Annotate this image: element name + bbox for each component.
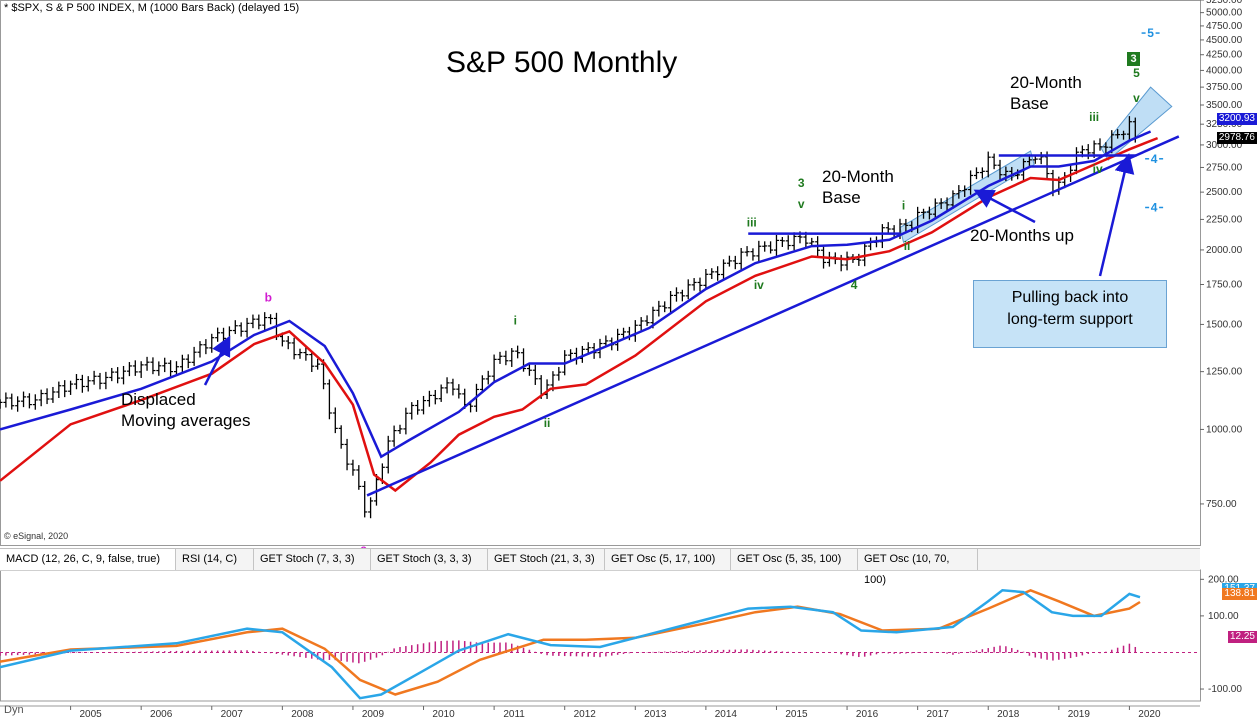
y-tick-label: 3000.00	[1206, 140, 1243, 151]
x-tick-label: 2005	[79, 709, 102, 720]
dyn-button[interactable]: Dyn	[4, 704, 24, 716]
y-tick-label: 5000.00	[1206, 8, 1243, 19]
wave-label: 4	[1151, 200, 1158, 214]
x-tick-label: 2015	[785, 709, 808, 720]
wave-label: 4	[851, 278, 858, 292]
x-tick-label: 2007	[221, 709, 244, 720]
y-tick-label: 4750.00	[1206, 21, 1243, 32]
last-value-blue: 3200.93	[1216, 113, 1257, 125]
y-tick-label: 3750.00	[1206, 82, 1243, 93]
y-tick-label: 4500.00	[1206, 35, 1243, 46]
y-tick-label: 750.00	[1206, 499, 1237, 510]
wave-label: 5	[1133, 66, 1140, 80]
y-tick-label: 1000.00	[1206, 424, 1243, 435]
y-tick-label: 2750.00	[1206, 162, 1243, 173]
wave-label: iii	[1089, 110, 1099, 124]
x-tick-label: 2019	[1068, 709, 1091, 720]
last-value-black: 2978.76	[1216, 132, 1257, 144]
chart-title: S&P 500 Monthly	[446, 46, 678, 79]
macd-tick-label: 100.00	[1208, 611, 1239, 622]
symbol-header: * $SPX, S & P 500 INDEX, M (1000 Bars Ba…	[4, 2, 300, 14]
annotation-displaced-ma: Displaced Moving averages	[121, 390, 251, 430]
macd-tick-label: 200.00	[1208, 574, 1239, 585]
price-pane-frame	[0, 0, 1201, 546]
y-tick-label: 2500.00	[1206, 187, 1243, 198]
x-tick-label: 2012	[574, 709, 597, 720]
x-tick-label: 2018	[997, 709, 1020, 720]
wave-label: ii	[904, 239, 911, 253]
x-tick-label: 2020	[1138, 709, 1161, 720]
y-tick-label: 4000.00	[1206, 65, 1243, 76]
indicator-tab[interactable]: GET Stoch (3, 3, 3)	[371, 549, 488, 570]
indicator-tab[interactable]: GET Stoch (7, 3, 3)	[254, 549, 371, 570]
indicator-tab[interactable]: GET Stoch (21, 3, 3)	[488, 549, 605, 570]
wave-label: b	[265, 290, 272, 304]
wave-badge-3: 3	[1127, 52, 1140, 66]
y-tick-label: 2250.00	[1206, 214, 1243, 225]
wave-label: v	[798, 197, 805, 211]
indicator-tab[interactable]: GET Osc (5, 17, 100)	[605, 549, 731, 570]
indicator-tab[interactable]: MACD (12, 26, C, 9, false, true)	[0, 549, 176, 570]
annotation-base-2016: 20-Month Base	[822, 167, 894, 207]
y-tick-label: 1500.00	[1206, 319, 1243, 330]
annotation-base-2020: 20-Month Base	[1010, 73, 1082, 113]
wave-label: iv	[754, 278, 764, 292]
indicator-tab[interactable]: GET Osc (5, 35, 100)	[731, 549, 858, 570]
y-tick-label: 2000.00	[1206, 245, 1243, 256]
last-value-signal: 138.81	[1222, 588, 1257, 600]
x-tick-label: 2008	[291, 709, 314, 720]
wave-label: 3	[798, 176, 805, 190]
wave-label: ii	[544, 416, 551, 430]
x-tick-label: 2006	[150, 709, 173, 720]
copyright-label: © eSignal, 2020	[4, 531, 69, 541]
long-term-support-line	[366, 135, 1180, 497]
last-value-hist: 12.25	[1227, 631, 1257, 643]
wave-label: iv	[1093, 162, 1103, 176]
moving-average-blue	[0, 130, 1152, 459]
wave-label: iii	[747, 215, 757, 229]
macd-tick-label: -100.00	[1208, 684, 1242, 695]
callout-support: Pulling back into long-term support	[973, 280, 1167, 348]
y-tick-label: 1750.00	[1206, 280, 1243, 291]
wave-label: i	[514, 313, 517, 327]
moving-average-red	[0, 136, 1159, 493]
indicator-tab[interactable]: RSI (14, C)	[176, 549, 254, 570]
wave-label: i	[902, 198, 905, 212]
x-tick-label: 2017	[927, 709, 950, 720]
x-tick-label: 2009	[362, 709, 385, 720]
x-tick-label: 2013	[644, 709, 667, 720]
x-tick-label: 2016	[856, 709, 879, 720]
arrow-displaced-ma	[203, 335, 231, 386]
macd-pane-frame	[0, 569, 1201, 702]
arrow-months-up	[973, 189, 1036, 224]
wave-label: 5	[1147, 26, 1154, 40]
annotation-months-up: 20-Months up	[970, 226, 1074, 245]
y-tick-label: 3500.00	[1206, 100, 1243, 111]
wave-label: v	[1133, 91, 1140, 105]
x-tick-label: 2011	[503, 709, 525, 720]
indicator-tab-bar: MACD (12, 26, C, 9, false, true) RSI (14,…	[0, 548, 1200, 586]
arrow-support	[1098, 153, 1135, 277]
y-tick-label: 4250.00	[1206, 50, 1243, 61]
macd-line	[0, 589, 1141, 700]
y-tick-label: 1250.00	[1206, 367, 1243, 378]
y-tick-label: 5250.00	[1206, 0, 1243, 6]
x-tick-label: 2014	[715, 709, 738, 720]
indicator-tab[interactable]: GET Osc (10, 70, 100)	[858, 549, 978, 586]
x-tick-label: 2010	[432, 709, 455, 720]
wave-label: 4	[1151, 152, 1158, 166]
macd-signal-line	[0, 588, 1141, 696]
